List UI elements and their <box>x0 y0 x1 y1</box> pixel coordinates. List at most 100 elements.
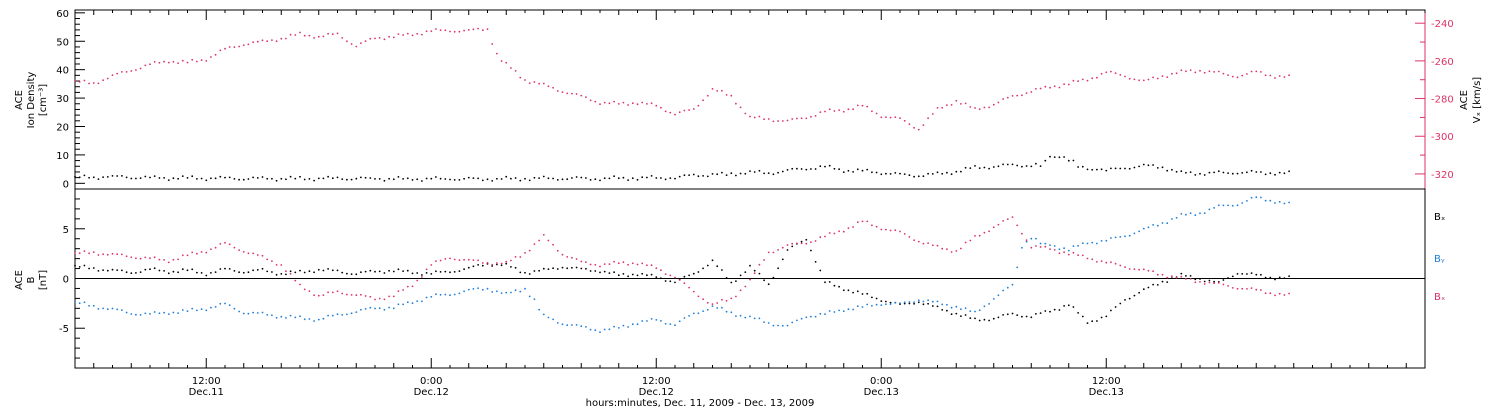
bz-point <box>655 267 658 270</box>
bx-point <box>149 268 151 271</box>
velocity-point <box>608 102 611 105</box>
bx-point <box>599 271 601 274</box>
bx-point <box>735 280 737 282</box>
by-point <box>200 308 203 311</box>
bz-point <box>219 243 222 245</box>
ion-density-point <box>1246 171 1248 174</box>
bz-point <box>435 260 437 262</box>
bz-point <box>580 260 583 263</box>
bx-point <box>167 272 170 275</box>
velocity-point <box>369 37 372 40</box>
bx-point <box>669 280 672 283</box>
ion-density-point <box>781 170 784 173</box>
by-point <box>252 311 255 314</box>
bx-point <box>1053 308 1056 311</box>
ion-density-point <box>285 178 287 181</box>
bx-point <box>1288 275 1290 277</box>
ion-density-point <box>181 175 184 178</box>
ion-density-point <box>1213 171 1215 174</box>
velocity-point <box>247 43 250 46</box>
ion-density-point <box>852 171 854 173</box>
bx-point <box>1100 316 1103 319</box>
bx-point <box>177 271 180 274</box>
bz-point <box>374 298 376 301</box>
ion-density-point <box>519 179 522 182</box>
velocity-point <box>721 89 723 92</box>
ion-density-point <box>1269 172 1272 175</box>
velocity-point <box>983 106 986 109</box>
bz-point <box>491 263 494 266</box>
bx-point <box>421 274 423 276</box>
by-point <box>163 311 166 314</box>
ion-density-point <box>111 175 114 177</box>
ion-density-point <box>744 172 747 175</box>
bz-point <box>510 259 512 262</box>
ion-density-point <box>1156 167 1159 169</box>
bz-point <box>74 251 76 254</box>
velocity-point <box>800 117 803 120</box>
bx-point <box>350 273 353 275</box>
ion-density-point <box>317 177 320 180</box>
bx-point <box>791 245 794 248</box>
ion-density-point <box>472 177 475 180</box>
velocity-point <box>421 33 423 36</box>
velocity-point <box>566 92 569 95</box>
bz-point <box>946 248 948 251</box>
bz-point <box>78 252 81 255</box>
bz-point <box>1086 257 1089 260</box>
velocity-point <box>139 67 142 70</box>
bz-point <box>796 242 798 245</box>
bx-point <box>922 303 925 306</box>
ion-density-point <box>547 177 550 180</box>
velocity-point <box>331 33 334 36</box>
magnetic-field-tick-label: -5 <box>59 324 69 335</box>
by-point <box>556 322 559 324</box>
by-point <box>744 316 747 319</box>
bx-point <box>1128 297 1131 300</box>
velocity-point <box>697 104 700 107</box>
velocity-point <box>313 37 315 39</box>
by-point <box>1067 249 1070 252</box>
bx-point <box>716 265 719 268</box>
velocity-point <box>1222 72 1225 75</box>
bx-point <box>247 271 250 274</box>
velocity-point <box>880 116 883 119</box>
bz-point <box>106 253 109 256</box>
date-tick-label: Dec.13 <box>864 387 899 398</box>
ion-density-point <box>510 177 512 180</box>
bx-point <box>1189 275 1192 277</box>
ion-density-point <box>167 179 170 182</box>
by-point <box>242 312 245 315</box>
ion-density-point <box>585 177 587 179</box>
velocity-point <box>866 105 869 108</box>
bx-point <box>800 240 803 243</box>
ion-density-point <box>1128 167 1131 170</box>
bz-point <box>1025 239 1028 242</box>
ion-density-point <box>594 178 597 181</box>
by-point <box>439 293 442 296</box>
ion-density-point <box>1039 165 1042 168</box>
ion-density-point <box>467 176 470 179</box>
velocity-point <box>842 110 845 113</box>
bx-point <box>1227 277 1229 279</box>
bz-point <box>974 235 976 237</box>
velocity-point <box>496 52 498 55</box>
bx-point <box>467 266 470 269</box>
bx-point <box>875 297 878 300</box>
velocity-point <box>1199 69 1201 72</box>
velocity-point <box>805 117 808 120</box>
ion-density-point <box>791 167 794 170</box>
bx-point <box>228 268 231 270</box>
bx-point <box>781 258 784 261</box>
velocity-point <box>486 28 489 30</box>
bx-point <box>1058 309 1061 311</box>
by-point <box>294 316 297 319</box>
bz-point <box>463 258 465 261</box>
by-point <box>1156 224 1159 227</box>
ion-density-point <box>1091 168 1094 171</box>
bz-point <box>266 258 269 261</box>
bz-point <box>477 259 479 262</box>
bx-point <box>594 270 597 272</box>
bz-point <box>646 264 648 267</box>
